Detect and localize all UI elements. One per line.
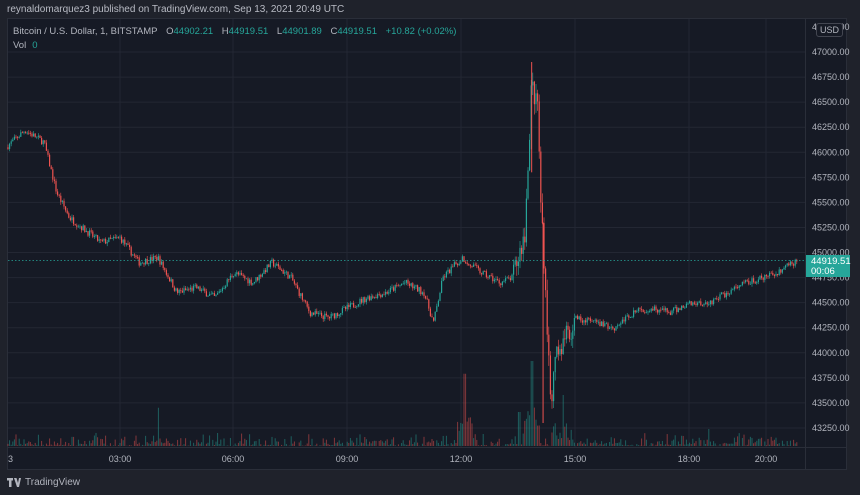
price-tick-label: 46500.00 (812, 97, 850, 107)
price-tick-label: 44250.00 (812, 323, 850, 333)
price-tick-label: 43750.00 (812, 373, 850, 383)
brand-label: TradingView (25, 477, 81, 488)
tradingview-footer[interactable]: TradingView (7, 477, 80, 488)
time-tick-label: 18:00 (678, 454, 701, 464)
price-tick-label: 44000.00 (812, 348, 850, 358)
candles (7, 62, 798, 423)
change-value: +10.82 (+0.02%) (385, 26, 457, 37)
price-tick-label: 45000.00 (812, 248, 850, 258)
published-line: reynaldomarquez3 published on TradingVie… (7, 4, 345, 15)
volume-label: Vol (13, 40, 27, 51)
price-tick-label: 43500.00 (812, 398, 850, 408)
low-value: 44901.89 (282, 26, 322, 37)
time-tick-label: 03:00 (109, 454, 132, 464)
time-axis-labels: 3 03:00 06:00 09:00 12:00 15:00 18:00 20:00 (8, 454, 777, 464)
time-tick-label: 15:00 (564, 454, 587, 464)
symbol-title[interactable]: Bitcoin / U.S. Dollar, 1, BITSTAMP (13, 26, 158, 37)
last-price-value: 44919.51 (811, 256, 851, 267)
price-tick-label: 45250.00 (812, 222, 850, 232)
volume-bars (7, 361, 798, 446)
price-tick-label: 46000.00 (812, 147, 850, 157)
price-tick-label: 44500.00 (812, 298, 850, 308)
volume-value: 0 (32, 40, 38, 51)
time-tick-label: 20:00 (755, 454, 778, 464)
price-tick-label: 46750.00 (812, 72, 850, 82)
price-tick-label: 43250.00 (812, 423, 850, 433)
close-value: 44919.51 (337, 26, 377, 37)
price-tick-label: 46250.00 (812, 122, 850, 132)
time-tick-label: 06:00 (222, 454, 245, 464)
time-tick-label: 09:00 (336, 454, 359, 464)
price-tick-label: 47000.00 (812, 47, 850, 57)
ohlc-legend: Bitcoin / U.S. Dollar, 1, BITSTAMP O4490… (13, 26, 457, 37)
bar-countdown: 00:06 (811, 266, 835, 277)
price-tick-label: 44750.00 (812, 273, 850, 283)
open-value: 44902.21 (173, 26, 214, 37)
time-tick-label: 3 (8, 454, 13, 464)
price-axis-labels: 47000.00 46750.00 46500.00 46250.00 46000.00… (812, 22, 850, 433)
currency-button[interactable]: USD (816, 23, 844, 37)
grid-lines (8, 19, 805, 447)
volume-legend: Vol 0 (13, 40, 38, 51)
time-tick-label: 12:00 (450, 454, 473, 464)
chart-frame[interactable] (7, 18, 847, 470)
last-price-tag: 44919.51 00:06 (806, 255, 851, 277)
tradingview-logo-icon (7, 478, 21, 487)
price-tick-label: 45500.00 (812, 197, 850, 207)
price-tick-label: 45750.00 (812, 172, 850, 182)
high-value: 44919.51 (228, 26, 269, 37)
